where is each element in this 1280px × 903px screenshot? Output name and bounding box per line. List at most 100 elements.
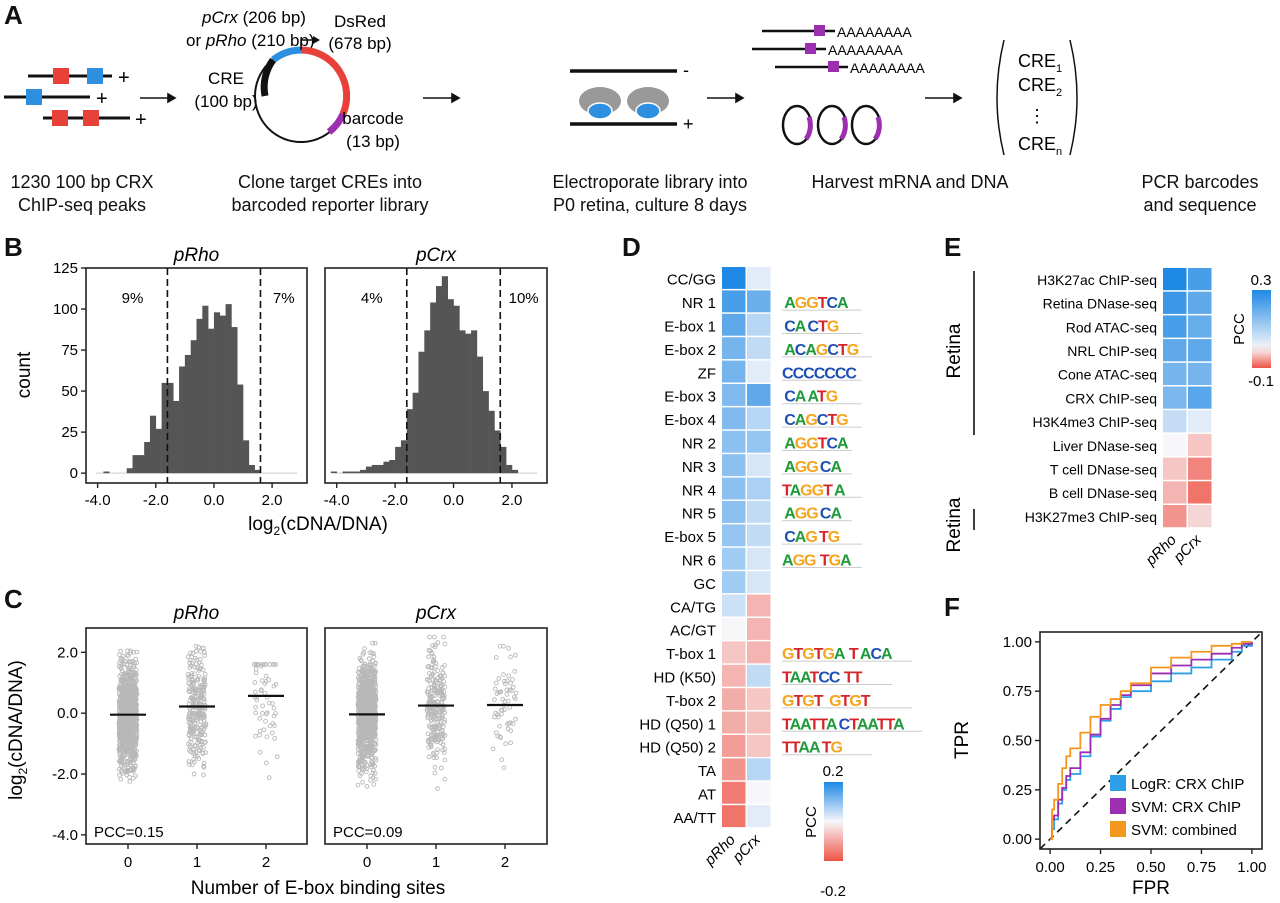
data-point xyxy=(429,694,434,700)
data-point xyxy=(201,712,207,717)
data-point xyxy=(371,679,377,684)
data-point xyxy=(125,769,130,775)
data-point xyxy=(441,634,446,640)
data-point xyxy=(432,764,438,770)
histogram-bar xyxy=(348,471,355,474)
data-point xyxy=(431,727,437,732)
data-point xyxy=(427,724,433,730)
data-point xyxy=(124,728,130,733)
histogram-bar xyxy=(436,286,443,474)
heatmap-cell xyxy=(1163,315,1187,338)
data-point xyxy=(132,683,138,689)
row-label: Rod ATAC-seq xyxy=(1066,319,1157,335)
data-point xyxy=(132,720,137,726)
data-point xyxy=(365,735,370,740)
x-tick-label: 2.0 xyxy=(502,492,523,509)
data-point xyxy=(263,679,269,684)
row-label: CA/TG xyxy=(670,599,716,616)
data-point xyxy=(129,705,135,710)
histogram-bar xyxy=(237,384,244,474)
data-point xyxy=(194,648,199,654)
data-point xyxy=(512,669,518,674)
data-point xyxy=(492,697,497,702)
data-point xyxy=(438,729,444,734)
panel-label-f: F xyxy=(944,592,960,622)
heatmap-cell xyxy=(722,735,746,757)
data-point xyxy=(118,678,124,684)
motif-logo: GTGTGA T ACA xyxy=(782,646,893,663)
data-point xyxy=(257,715,263,721)
data-point xyxy=(435,747,440,752)
data-point xyxy=(257,728,263,734)
data-point xyxy=(361,696,367,701)
data-point xyxy=(368,683,374,688)
data-point xyxy=(427,634,432,640)
data-point xyxy=(132,675,138,681)
heatmap-cell xyxy=(747,618,771,640)
data-point xyxy=(253,710,259,716)
data-point xyxy=(121,661,126,667)
data-point xyxy=(373,776,379,782)
histogram-bar xyxy=(225,304,232,474)
barcode-label: barcode xyxy=(342,109,403,128)
motif-logo: AGGTCA xyxy=(782,436,849,453)
data-point xyxy=(253,670,259,676)
data-point xyxy=(513,690,519,696)
data-point xyxy=(372,640,378,646)
data-point xyxy=(202,679,207,685)
y-tick-label: 50 xyxy=(61,383,78,400)
heatmap-cell xyxy=(1188,339,1212,362)
panel-label-c: C xyxy=(4,584,23,614)
data-point xyxy=(362,759,368,765)
histogram-bar xyxy=(482,391,489,474)
data-point xyxy=(257,749,263,755)
data-point xyxy=(194,734,199,740)
heatmap-cell xyxy=(747,290,771,313)
data-point xyxy=(130,768,136,774)
data-point xyxy=(508,720,514,726)
x-tick-label: 1.00 xyxy=(1237,859,1266,876)
data-point xyxy=(359,669,365,675)
histogram-bar xyxy=(389,460,396,474)
data-point xyxy=(202,671,208,677)
data-point xyxy=(426,654,431,660)
data-point xyxy=(504,687,510,693)
crx-peaks-icon xyxy=(4,68,130,126)
heatmap-cell xyxy=(1188,410,1212,433)
heatmap-cell xyxy=(747,664,771,687)
cre-item-n: CREn xyxy=(1018,134,1062,158)
data-point xyxy=(428,674,434,679)
data-point xyxy=(122,696,128,702)
y-tick-label: 0.00 xyxy=(1003,831,1032,848)
data-point xyxy=(195,712,201,718)
data-point xyxy=(366,656,372,661)
data-point xyxy=(120,731,126,737)
mrna-icon xyxy=(752,25,848,72)
y-tick-label: 0.25 xyxy=(1003,782,1032,799)
data-point xyxy=(263,711,269,717)
heatmap-cell xyxy=(747,594,771,617)
data-point xyxy=(435,719,440,725)
histogram-bar xyxy=(365,466,373,474)
histogram-bar xyxy=(132,455,139,474)
row-label: E-box 4 xyxy=(664,412,716,429)
data-point xyxy=(372,728,378,734)
data-point xyxy=(128,672,134,678)
y-tick-label: 100 xyxy=(53,301,78,318)
data-point xyxy=(434,739,439,745)
data-point xyxy=(358,677,364,682)
row-label: B cell DNase-seq xyxy=(1049,485,1157,501)
data-point xyxy=(201,745,206,750)
data-point xyxy=(508,654,513,660)
data-point xyxy=(427,678,432,683)
polya-3: AAAAAAAA xyxy=(850,60,925,76)
y-tick-label: 0.0 xyxy=(57,705,78,722)
data-point xyxy=(497,734,503,740)
data-point xyxy=(200,687,205,693)
motif-logo: CAG TG xyxy=(782,529,841,546)
percent-high-label: 7% xyxy=(273,290,295,307)
data-point xyxy=(192,742,198,748)
data-point xyxy=(197,666,203,672)
row-label: HD (K50) xyxy=(653,670,716,687)
data-point xyxy=(260,710,265,716)
